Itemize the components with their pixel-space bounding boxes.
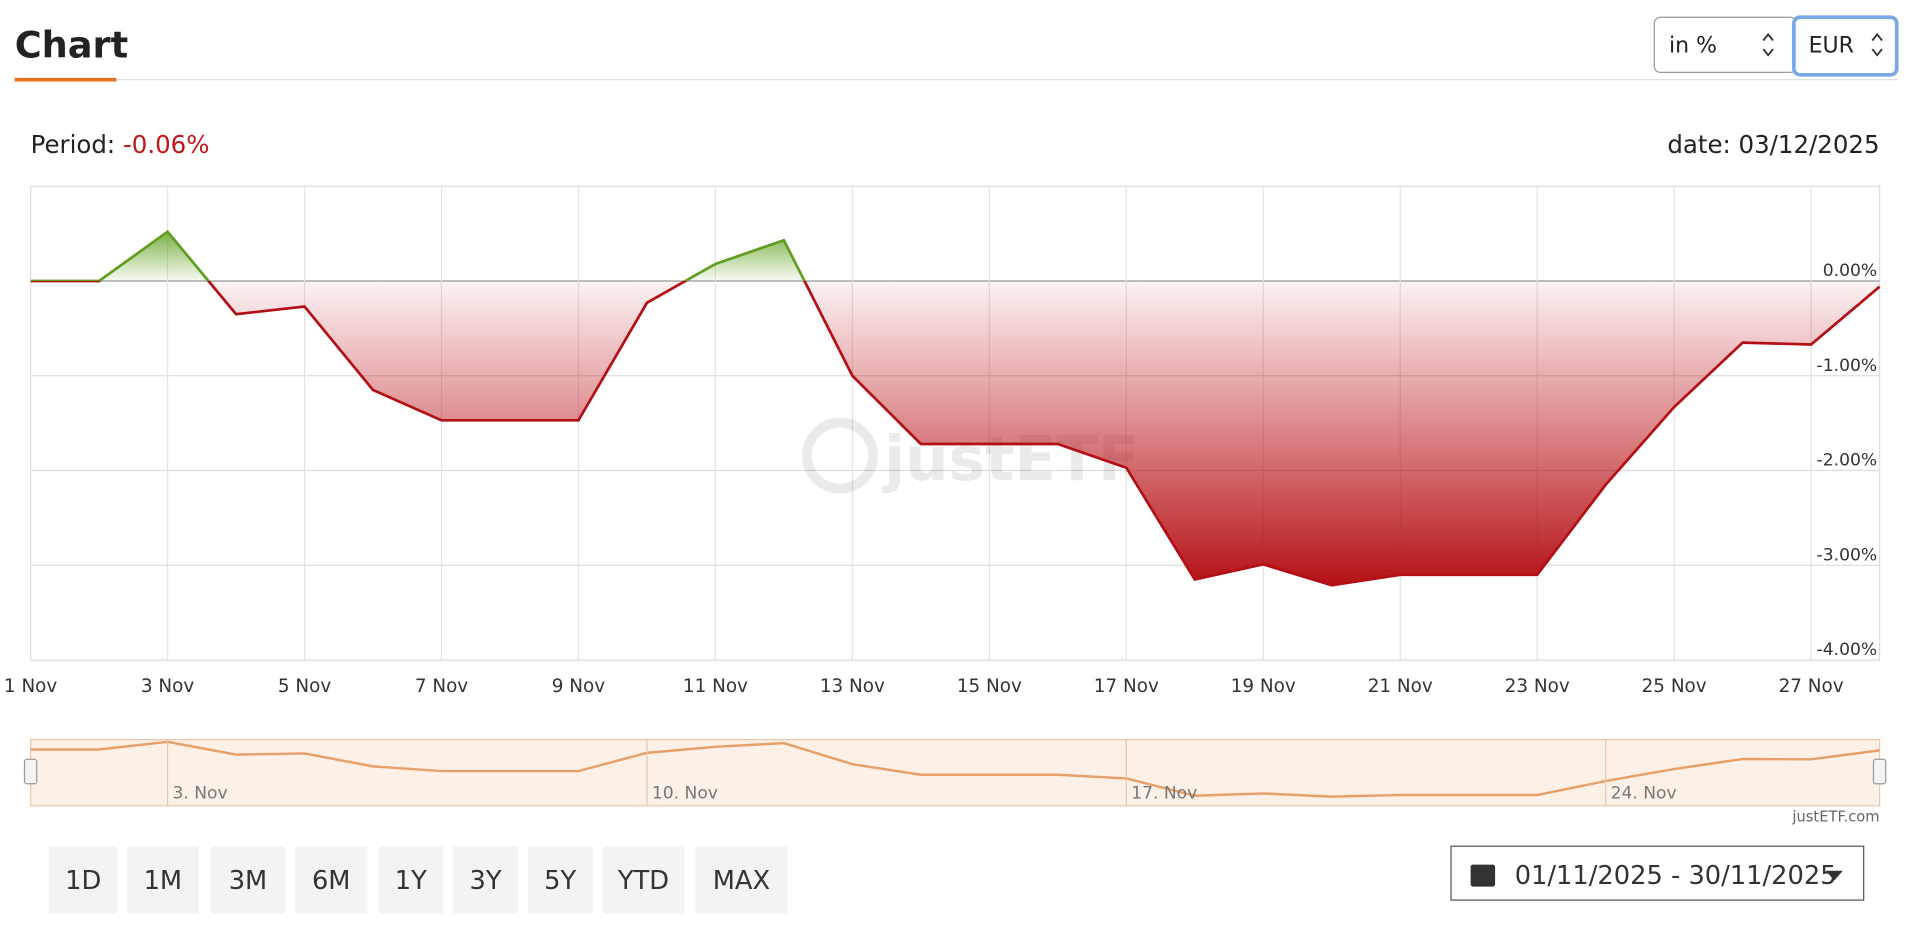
y-tick-label: -3.00% xyxy=(1817,545,1878,565)
range-button-label[interactable]: 1D xyxy=(65,866,101,896)
range-button[interactable] xyxy=(602,846,685,914)
range-button[interactable] xyxy=(695,846,788,914)
navigator-label: 3. Nov xyxy=(172,783,227,803)
range-button-label[interactable]: 1M xyxy=(144,866,183,896)
select-arrows xyxy=(1871,32,1883,57)
range-button[interactable] xyxy=(48,846,118,914)
navigator-handle[interactable] xyxy=(1872,758,1887,785)
range-button-label[interactable]: YTD xyxy=(617,866,669,896)
select-arrows xyxy=(1762,32,1774,57)
range-button-label[interactable]: 1Y xyxy=(395,866,427,896)
caret xyxy=(1825,870,1843,881)
x-tick-label: 17 Nov xyxy=(1094,676,1159,697)
range-button[interactable] xyxy=(453,846,518,914)
x-tick-label: 25 Nov xyxy=(1642,676,1707,697)
line-negative xyxy=(30,280,1881,587)
navigator-label: 24. Nov xyxy=(1611,783,1677,803)
y-tick-label: 0.00% xyxy=(1823,261,1877,281)
date-label: date: 03/12/2025 xyxy=(1667,130,1879,159)
y-tick-label: -4.00% xyxy=(1817,640,1878,660)
x-tick-label: 13 Nov xyxy=(820,676,885,697)
select-text[interactable]: EUR xyxy=(1809,34,1854,59)
range-button[interactable] xyxy=(210,846,286,914)
select-box[interactable] xyxy=(1792,15,1899,77)
select-text[interactable]: in % xyxy=(1669,34,1717,59)
x-tick-label: 23 Nov xyxy=(1505,676,1570,697)
calendar-icon xyxy=(1470,864,1496,887)
watermark-logo xyxy=(802,417,878,494)
y-tick-label: -1.00% xyxy=(1817,356,1878,376)
x-tick-label: 1 Nov xyxy=(4,676,57,697)
range-button-label[interactable]: 3Y xyxy=(469,866,501,896)
x-tick-label: 15 Nov xyxy=(957,676,1022,697)
range-button[interactable] xyxy=(378,846,444,914)
x-tick-label: 11 Nov xyxy=(683,676,748,697)
date-range-picker[interactable]: 01/11/2025 - 30/11/2025 xyxy=(1450,845,1865,901)
x-tick-label: 3 Nov xyxy=(141,676,194,697)
navigator-label: 17. Nov xyxy=(1131,783,1197,803)
x-tick-label: 27 Nov xyxy=(1779,676,1844,697)
navigator-line xyxy=(30,740,1880,798)
navigator-bg xyxy=(30,739,1881,807)
date-range-box[interactable] xyxy=(1450,845,1865,901)
date-range-text[interactable]: 01/11/2025 - 30/11/2025 xyxy=(1515,861,1837,891)
area-positive xyxy=(99,231,805,281)
x-axis: 1 Nov 3 Nov 5 Nov 7 Nov 9 Nov 11 Nov 13 Nov 15 … xyxy=(4,676,1844,697)
x-tick-label: 9 Nov xyxy=(552,676,605,697)
range-button[interactable] xyxy=(527,846,593,914)
area-negative xyxy=(30,280,1880,586)
unit-select[interactable]: in % xyxy=(1653,16,1797,73)
range-buttons: 1D 1M 3M 6M 1Y 3Y 5Y YTD MAX xyxy=(48,846,788,914)
range-button-label[interactable]: 5Y xyxy=(544,866,576,896)
range-button[interactable] xyxy=(295,846,368,914)
plot xyxy=(30,229,1881,587)
navigator-handle[interactable] xyxy=(23,758,38,785)
x-tick-label: 19 Nov xyxy=(1231,676,1296,697)
credit: justETF.com xyxy=(1791,809,1879,826)
currency-select[interactable]: EUR xyxy=(1792,15,1899,77)
period-info: Period: -0.06% xyxy=(31,130,210,159)
range-button-label[interactable]: 6M xyxy=(312,866,351,896)
x-tick-label: 5 Nov xyxy=(278,676,331,697)
period-label: Period: xyxy=(31,130,116,159)
range-button-label[interactable]: MAX xyxy=(713,866,770,896)
y-tick-label: -2.00% xyxy=(1817,451,1878,471)
navigator: 3. Nov 10. Nov 17. Nov 24. Nov xyxy=(30,739,1880,806)
section-title: Chart xyxy=(15,24,129,67)
x-tick-label: 21 Nov xyxy=(1368,676,1433,697)
x-tick-label: 7 Nov xyxy=(415,676,468,697)
range-button-label[interactable]: 3M xyxy=(229,866,268,896)
period-value: -0.06% xyxy=(123,130,210,159)
range-button[interactable] xyxy=(127,846,199,914)
navigator-label: 10. Nov xyxy=(652,783,718,803)
